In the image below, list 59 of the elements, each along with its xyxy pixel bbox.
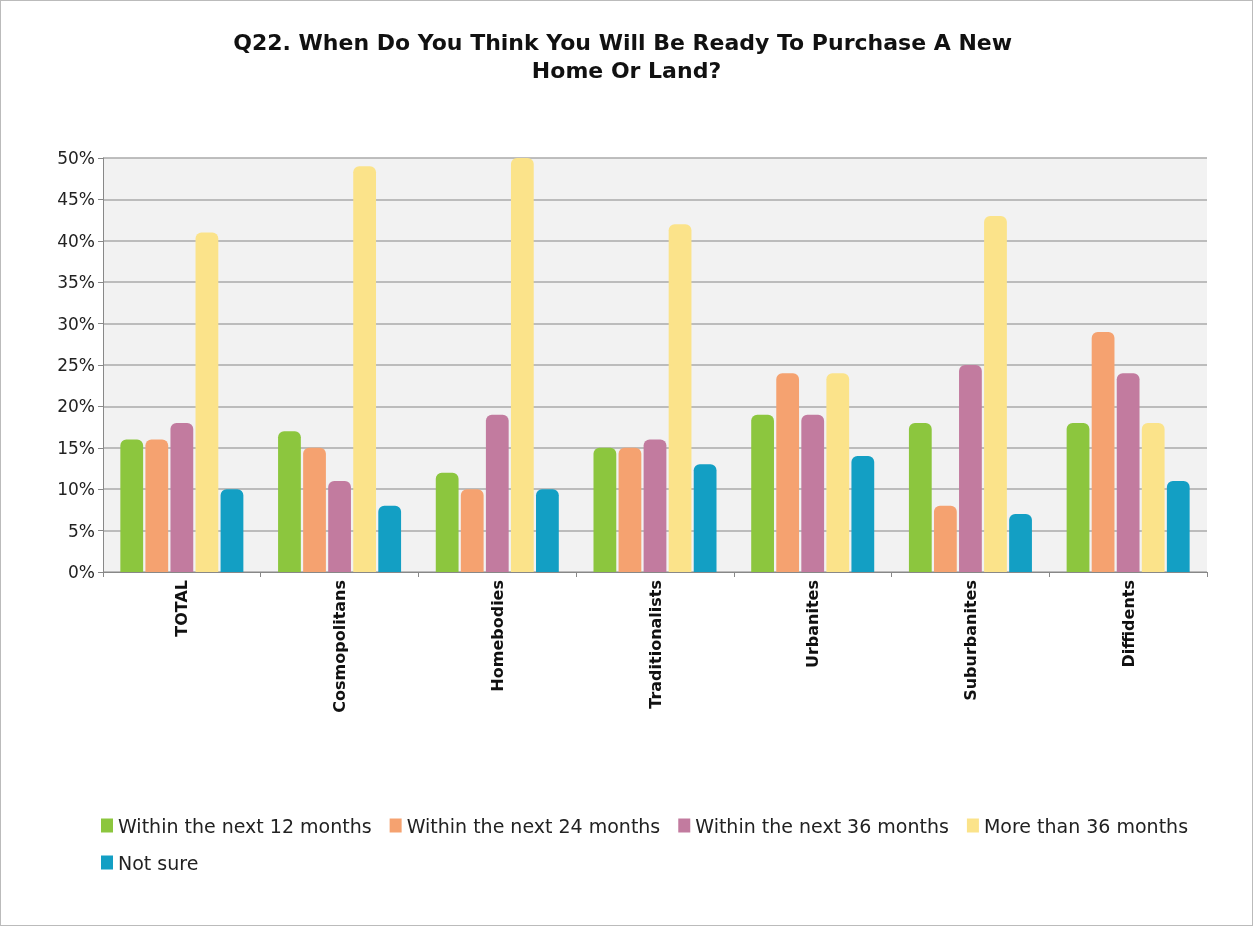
y-tick-label: 35% — [57, 272, 95, 293]
bar — [1009, 514, 1032, 572]
bar — [776, 373, 800, 572]
x-tick-label: Suburbanites — [960, 580, 980, 701]
bar — [1066, 422, 1090, 572]
bar — [170, 422, 194, 572]
bar — [826, 373, 850, 572]
bar — [801, 414, 825, 572]
bar — [851, 456, 875, 572]
bar — [1166, 480, 1190, 572]
x-tick-label: Traditionalists — [645, 580, 665, 709]
bar — [220, 489, 244, 572]
y-tick-label: 0% — [68, 562, 95, 582]
bar — [435, 472, 459, 572]
y-tick-label: 45% — [57, 189, 95, 210]
y-tick-label: 25% — [57, 355, 95, 375]
bar — [1141, 422, 1165, 572]
y-tick-label: 15% — [57, 437, 95, 458]
bar — [693, 464, 717, 572]
legend-label: Within the next 24 months — [406, 814, 661, 837]
bar — [959, 365, 982, 572]
bar — [668, 224, 692, 572]
y-tick-label: 20% — [57, 396, 95, 417]
x-tick-label: Diffidents — [1118, 580, 1138, 668]
legend-label: Within the next 12 months — [118, 814, 372, 837]
bar — [593, 447, 617, 572]
bar — [1116, 373, 1140, 572]
y-tick-label: 10% — [57, 479, 95, 500]
bar — [378, 505, 402, 572]
bar — [485, 414, 509, 572]
bar — [536, 489, 559, 572]
y-tick-label: 5% — [68, 520, 95, 541]
bar — [303, 447, 326, 572]
bar — [460, 489, 484, 572]
bar — [278, 431, 301, 572]
x-tick-label: TOTAL — [172, 580, 192, 637]
y-tick-label: 30% — [57, 313, 95, 334]
bar — [120, 439, 144, 572]
bar — [751, 414, 774, 572]
x-tick-label: Homebodies — [487, 580, 507, 692]
bar — [195, 232, 219, 572]
x-tick-label: Cosmopolitans — [330, 580, 350, 713]
bar — [933, 505, 957, 572]
bar — [984, 215, 1007, 572]
bar — [618, 447, 642, 572]
legend-label: More than 36 months — [983, 814, 1189, 837]
bar — [353, 166, 377, 572]
bar — [510, 158, 534, 572]
bar — [1091, 331, 1115, 572]
x-tick-label: Urbanites — [803, 580, 823, 669]
legend-label: Not sure — [118, 851, 199, 874]
legend-label: Within the next 36 months — [695, 814, 949, 837]
y-tick-label: 40% — [57, 230, 95, 251]
bar — [145, 439, 169, 572]
bar — [643, 439, 667, 572]
y-tick-label: 50% — [57, 148, 95, 168]
bar — [908, 422, 932, 572]
bar — [328, 480, 351, 572]
chart-title: Q22. When Do You Think You Will Be Ready To Purchase A New Home Or Land? — [233, 29, 1020, 83]
